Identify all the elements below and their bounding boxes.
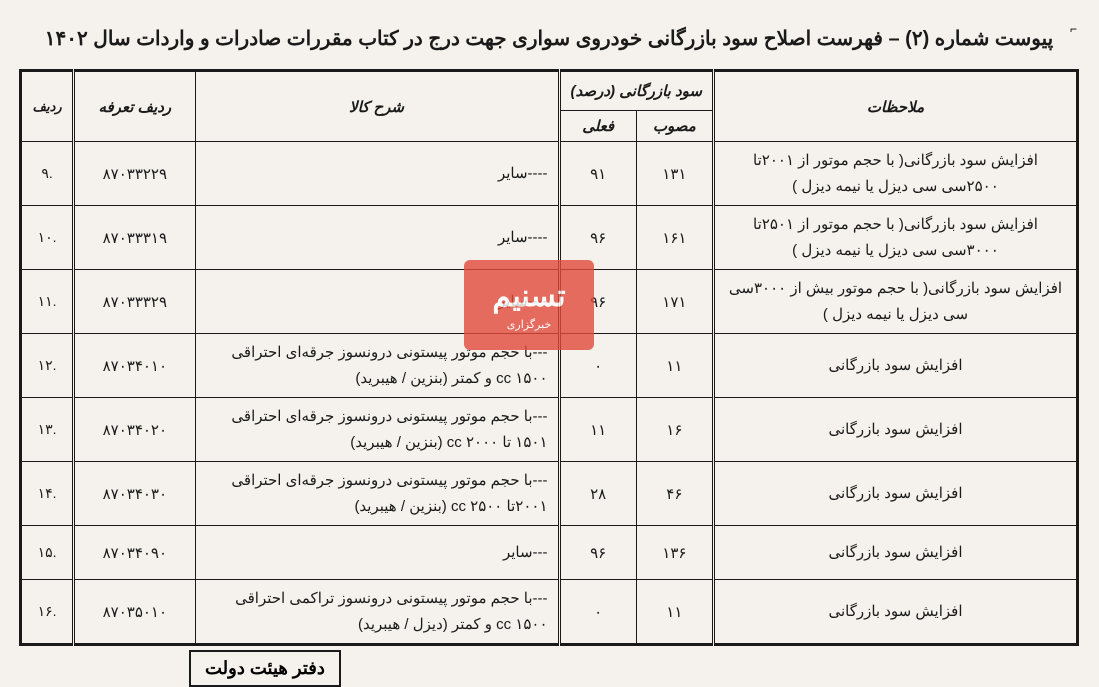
cell-rate-current: ۹۶ — [559, 526, 636, 580]
cell-rate-approved: ۱۶۱ — [636, 206, 713, 270]
col-header-notes: ملاحظات — [713, 71, 1077, 142]
table-body: افزایش سود بازرگانی( با حجم موتور از ۲۰۰… — [21, 142, 1078, 645]
cell-desc: ---سایر — [195, 526, 559, 580]
watermark-subtext: خبرگزاری — [507, 318, 551, 331]
cell-notes: افزایش سود بازرگانی( با حجم موتور بیش از… — [713, 270, 1077, 334]
cell-rate-approved: ۱۶ — [636, 398, 713, 462]
cell-tariff: ۸۷۰۳۵۰۱۰ — [74, 580, 195, 645]
tariff-table: ملاحظات سود بازرگانی (درصد) شرح کالا ردی… — [19, 69, 1079, 646]
table-row: افزایش سود بازرگانی( با حجم موتور از ۲۰۰… — [21, 142, 1078, 206]
col-header-rowno: ردیف — [21, 71, 74, 142]
cell-rate-current: ۱۱ — [559, 398, 636, 462]
cell-rate-approved: ۱۳۱ — [636, 142, 713, 206]
cell-rate-current: ۹۱ — [559, 142, 636, 206]
table-row: افزایش سود بازرگانی۴۶۲۸---با حجم موتور پ… — [21, 462, 1078, 526]
cell-tariff: ۸۷۰۳۴۰۱۰ — [74, 334, 195, 398]
cell-rowno: .۹ — [21, 142, 74, 206]
cell-rate-current: ۲۸ — [559, 462, 636, 526]
cell-tariff: ۸۷۰۳۴۰۳۰ — [74, 462, 195, 526]
cell-notes: افزایش سود بازرگانی( با حجم موتور از ۲۵۰… — [713, 206, 1077, 270]
cell-tariff: ۸۷۰۳۳۳۱۹ — [74, 206, 195, 270]
cell-rate-approved: ۱۷۱ — [636, 270, 713, 334]
cell-notes: افزایش سود بازرگانی — [713, 462, 1077, 526]
col-header-rate-approved: مصوب — [636, 111, 713, 142]
cell-tariff: ۸۷۰۳۳۲۲۹ — [74, 142, 195, 206]
col-header-tariff: ردیف تعرفه — [74, 71, 195, 142]
cell-desc: ---با حجم موتور پیستونی درونسوز تراکمی ا… — [195, 580, 559, 645]
footer-stamp: دفتر هیئت دولت — [189, 650, 341, 687]
cell-rowno: .۱۴ — [21, 462, 74, 526]
cell-rate-approved: ۱۱ — [636, 334, 713, 398]
cell-desc: ---با حجم موتور پیستونی درونسوز جرقه‌ای … — [195, 398, 559, 462]
table-row: افزایش سود بازرگانی۱۱۰---با حجم موتور پی… — [21, 580, 1078, 645]
col-header-desc: شرح کالا — [195, 71, 559, 142]
cell-rate-approved: ۴۶ — [636, 462, 713, 526]
cell-tariff: ۸۷۰۳۴۰۹۰ — [74, 526, 195, 580]
cell-notes: افزایش سود بازرگانی( با حجم موتور از ۲۰۰… — [713, 142, 1077, 206]
cell-tariff: ۸۷۰۳۴۰۲۰ — [74, 398, 195, 462]
page-corner-tick: ⌐ — [1070, 22, 1077, 36]
cell-notes: افزایش سود بازرگانی — [713, 398, 1077, 462]
cell-rowno: .۱۶ — [21, 580, 74, 645]
cell-rowno: .۱۲ — [21, 334, 74, 398]
cell-rate-approved: ۱۱ — [636, 580, 713, 645]
cell-desc: ---با حجم موتور پیستونی درونسوز جرقه‌ای … — [195, 462, 559, 526]
cell-rowno: .۱۰ — [21, 206, 74, 270]
cell-rowno: .۱۳ — [21, 398, 74, 462]
col-header-rate-current: فعلی — [559, 111, 636, 142]
cell-notes: افزایش سود بازرگانی — [713, 580, 1077, 645]
col-header-rate-group: سود بازرگانی (درصد) — [559, 71, 713, 111]
cell-desc: ----سایر — [195, 142, 559, 206]
watermark-text: تسنیم — [492, 279, 565, 314]
cell-tariff: ۸۷۰۳۳۳۲۹ — [74, 270, 195, 334]
cell-notes: افزایش سود بازرگانی — [713, 526, 1077, 580]
cell-rate-current: ۰ — [559, 580, 636, 645]
watermark-logo: تسنیم خبرگزاری — [464, 260, 594, 350]
cell-rate-approved: ۱۳۶ — [636, 526, 713, 580]
table-row: افزایش سود بازرگانی۱۶۱۱---با حجم موتور پ… — [21, 398, 1078, 462]
table-row: افزایش سود بازرگانی۱۳۶۹۶---سایر۸۷۰۳۴۰۹۰.… — [21, 526, 1078, 580]
page-title: پیوست شماره (۲) – فهرست اصلاح سود بازرگا… — [19, 20, 1079, 57]
cell-notes: افزایش سود بازرگانی — [713, 334, 1077, 398]
cell-rowno: .۱۵ — [21, 526, 74, 580]
cell-rowno: .۱۱ — [21, 270, 74, 334]
